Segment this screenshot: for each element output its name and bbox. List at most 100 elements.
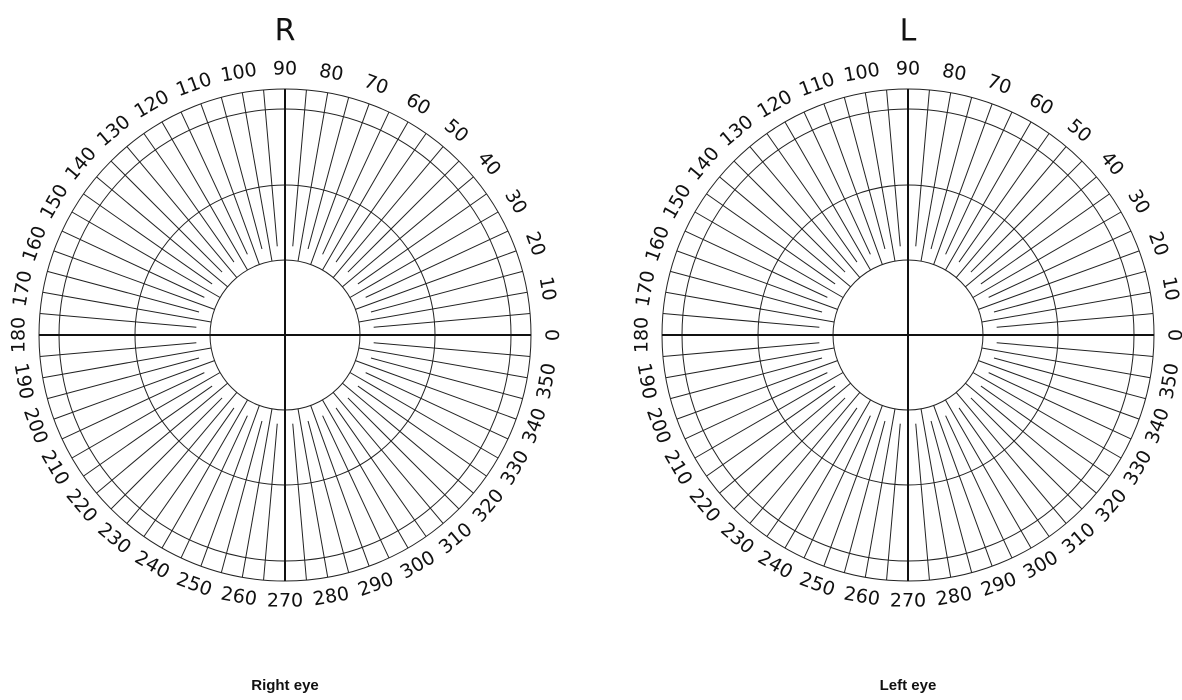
angle-label: 160 <box>641 223 674 265</box>
spoke <box>685 373 827 439</box>
spoke <box>734 161 845 272</box>
spoke <box>804 112 870 254</box>
angle-label: 200 <box>19 405 52 447</box>
angle-label: 100 <box>219 59 259 87</box>
chart-title: L <box>900 14 917 49</box>
angle-label: 100 <box>842 59 882 87</box>
spoke <box>181 416 247 558</box>
angle-label: 200 <box>642 405 675 447</box>
spoke <box>982 348 1150 378</box>
spoke <box>242 93 272 261</box>
spoke <box>946 112 1012 254</box>
spoke <box>994 271 1146 312</box>
chart-caption: Right eye <box>251 677 319 694</box>
spoke <box>242 409 272 577</box>
angle-label: 20 <box>521 229 550 259</box>
spoke <box>956 147 1066 278</box>
spoke <box>336 133 426 262</box>
angle-label: 30 <box>500 186 531 218</box>
angle-label: 170 <box>9 269 37 309</box>
angle-label: 0 <box>541 329 563 341</box>
spoke <box>706 194 835 284</box>
angle-label: 70 <box>984 70 1014 99</box>
spoke <box>342 383 473 493</box>
spoke <box>750 392 860 523</box>
angle-label: 240 <box>131 546 173 583</box>
spoke <box>921 409 951 577</box>
angle-label: 20 <box>1144 229 1173 259</box>
chart-title: R <box>275 14 296 49</box>
spoke <box>333 147 443 278</box>
angle-label: 90 <box>273 58 297 80</box>
angle-label: 150 <box>659 181 696 223</box>
angle-label: 70 <box>361 70 391 99</box>
spoke <box>181 112 247 254</box>
spoke <box>308 97 349 249</box>
chart-caption: Left eye <box>880 677 937 694</box>
spoke <box>844 421 885 573</box>
angle-label: 190 <box>633 361 661 401</box>
spoke <box>43 292 211 322</box>
spoke <box>989 231 1131 297</box>
spoke <box>47 358 199 399</box>
spoke <box>358 386 487 476</box>
spoke <box>298 409 328 577</box>
spoke <box>366 231 508 297</box>
angle-label: 310 <box>1058 518 1100 558</box>
spoke <box>359 348 527 378</box>
spoke <box>298 93 328 261</box>
spoke <box>666 348 834 378</box>
spoke <box>844 97 885 249</box>
angle-label: 50 <box>440 115 473 147</box>
spoke <box>83 386 212 476</box>
angle-label: 330 <box>496 447 533 489</box>
angle-label: 260 <box>842 582 882 610</box>
angle-label: 150 <box>36 181 73 223</box>
angle-label: 270 <box>890 590 926 612</box>
spoke <box>348 161 459 272</box>
spoke <box>323 112 389 254</box>
spoke <box>308 421 349 573</box>
spoke <box>342 177 473 287</box>
spoke <box>720 177 851 287</box>
angle-label: 60 <box>402 89 434 120</box>
spoke <box>767 408 857 537</box>
spoke <box>333 392 443 523</box>
angle-label: 10 <box>535 275 561 303</box>
angle-label: 280 <box>311 582 351 610</box>
angle-label: 250 <box>173 568 215 601</box>
spoke <box>366 373 508 439</box>
spoke <box>921 93 951 261</box>
angle-label: 160 <box>18 223 51 265</box>
angle-label: 190 <box>10 361 38 401</box>
spoke <box>47 271 199 312</box>
angle-label: 280 <box>934 582 974 610</box>
angle-label: 90 <box>896 58 920 80</box>
spoke <box>62 373 204 439</box>
spoke <box>371 271 523 312</box>
spoke <box>865 409 895 577</box>
spoke <box>965 177 1096 287</box>
angle-label: 220 <box>62 485 102 527</box>
angle-label: 250 <box>796 568 838 601</box>
angle-label: 180 <box>631 317 653 353</box>
spoke <box>981 194 1110 284</box>
angle-label: 330 <box>1119 447 1156 489</box>
angle-label: 210 <box>659 447 696 489</box>
angle-label: 80 <box>317 60 345 86</box>
angle-label: 120 <box>131 86 173 123</box>
angle-label: 340 <box>518 405 551 447</box>
spoke <box>221 421 262 573</box>
spoke <box>750 147 860 278</box>
spoke <box>62 231 204 297</box>
angle-label: 230 <box>716 518 758 558</box>
spoke <box>127 147 237 278</box>
spoke <box>336 408 426 537</box>
spoke <box>734 398 845 509</box>
angle-label: 290 <box>978 568 1020 601</box>
angle-label: 300 <box>1020 546 1062 583</box>
spoke <box>97 177 228 287</box>
spoke <box>965 383 1096 493</box>
spoke <box>971 398 1082 509</box>
